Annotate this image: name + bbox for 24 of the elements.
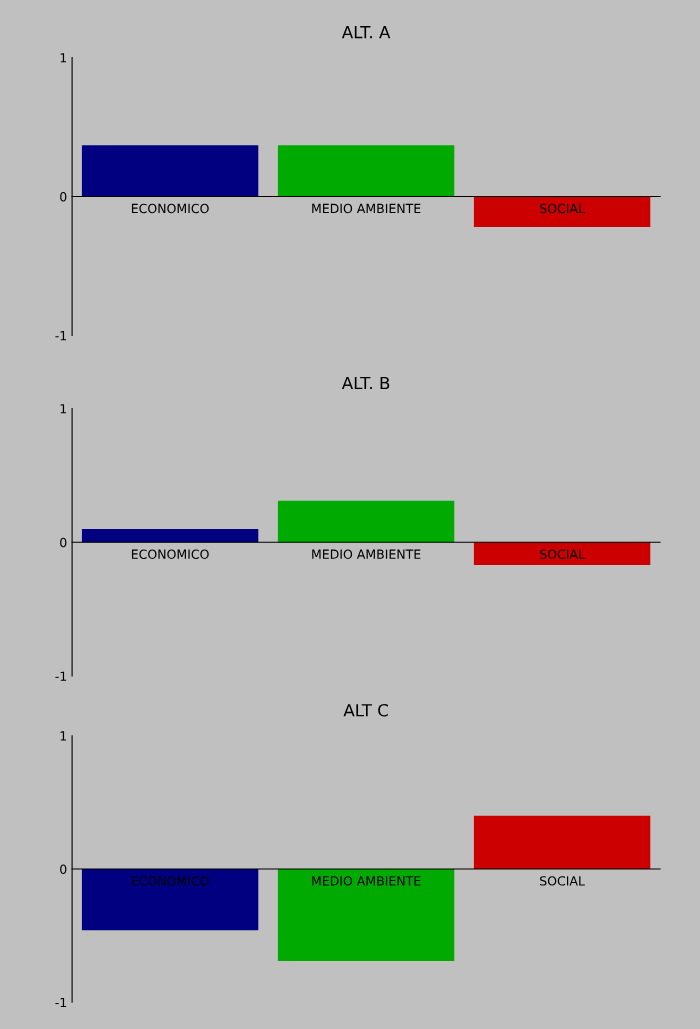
y-tick-label: 1 bbox=[60, 731, 67, 741]
x-tick-label: MEDIO AMBIENTE bbox=[312, 203, 421, 214]
x-tick-label: SOCIAL bbox=[540, 203, 585, 214]
y-tick-label: -1 bbox=[55, 997, 67, 1007]
y-tick-label: -1 bbox=[55, 331, 67, 341]
x-tick-label: ECONOMICO bbox=[131, 876, 209, 886]
chart-title: ALT C bbox=[343, 703, 388, 717]
y-tick-label: 0 bbox=[60, 192, 67, 202]
chart-title: ALT. B bbox=[341, 376, 390, 390]
x-tick-label: ECONOMICO bbox=[131, 203, 209, 214]
y-tick-label: 0 bbox=[60, 537, 67, 548]
x-tick-label: SOCIAL bbox=[540, 549, 585, 559]
bar bbox=[473, 542, 651, 566]
y-tick-label: -1 bbox=[55, 671, 67, 681]
x-tick-label: MEDIO AMBIENTE bbox=[312, 876, 421, 886]
x-tick-label: ECONOMICO bbox=[131, 549, 209, 559]
bar bbox=[81, 528, 259, 543]
y-tick-label: 0 bbox=[60, 864, 67, 874]
x-tick-label: SOCIAL bbox=[540, 876, 585, 886]
x-tick-label: MEDIO AMBIENTE bbox=[312, 549, 421, 559]
y-tick-label: 1 bbox=[60, 53, 67, 63]
bar bbox=[277, 500, 455, 543]
chart-title: ALT. A bbox=[341, 26, 391, 39]
y-tick-label: 1 bbox=[60, 404, 67, 414]
